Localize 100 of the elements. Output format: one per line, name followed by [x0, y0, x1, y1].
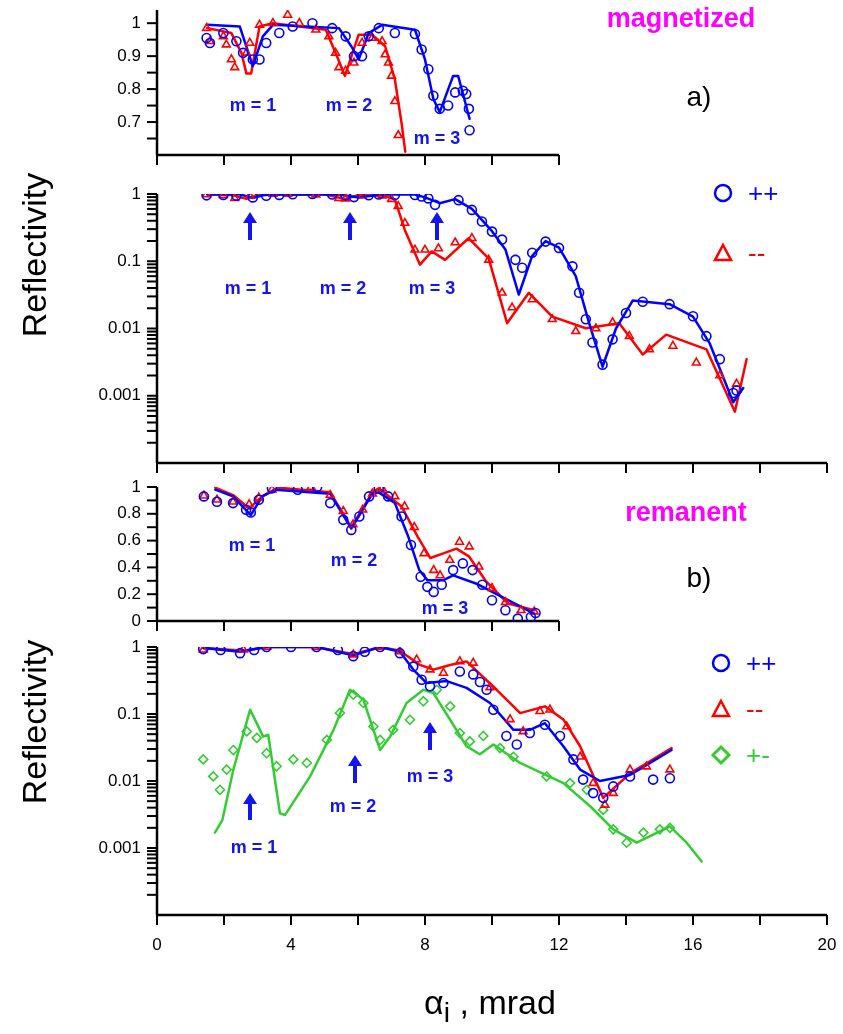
point [416, 674, 427, 685]
point [573, 287, 585, 299]
point [664, 298, 675, 310]
point [540, 236, 551, 247]
x-tick-label: 0 [152, 934, 162, 954]
point [587, 337, 598, 348]
point [457, 558, 469, 569]
point [230, 62, 240, 71]
y-tick-label: 0.01 [107, 770, 141, 790]
annotation: m = 3 [413, 128, 461, 148]
point [481, 684, 492, 696]
point [665, 764, 675, 773]
point [486, 226, 498, 237]
point [429, 199, 441, 211]
point [464, 124, 475, 136]
point [428, 90, 439, 101]
point [468, 657, 478, 666]
point [377, 36, 387, 45]
point [453, 194, 464, 206]
point [367, 488, 378, 497]
y-tick-label: 1 [131, 636, 141, 656]
point [348, 650, 359, 662]
point [450, 237, 460, 246]
point [687, 310, 699, 322]
annotation: m = 1 [229, 95, 277, 115]
point [607, 317, 618, 326]
point [467, 564, 478, 576]
point [321, 734, 333, 746]
point [467, 232, 477, 242]
point [607, 781, 619, 792]
point [608, 787, 618, 797]
y-tick-label: 0.1 [117, 250, 141, 270]
point [326, 22, 338, 34]
point [325, 489, 335, 499]
point [390, 491, 400, 500]
point [228, 744, 239, 756]
point [422, 581, 433, 593]
point [415, 571, 426, 583]
point [254, 19, 265, 28]
point [554, 730, 566, 742]
point [234, 647, 246, 659]
point [464, 736, 476, 747]
text: a) [686, 81, 712, 112]
point [467, 669, 479, 680]
y-tick-label: 0.001 [98, 837, 141, 857]
point [382, 491, 394, 502]
point [494, 742, 506, 754]
point [282, 10, 293, 18]
point [621, 837, 632, 848]
annotation: m = 3 [408, 278, 456, 298]
point [466, 204, 478, 216]
point [518, 726, 528, 735]
point [287, 21, 298, 32]
point [324, 31, 334, 40]
point [348, 50, 360, 62]
point [410, 244, 420, 253]
point [449, 87, 461, 98]
point [201, 22, 212, 32]
point [624, 771, 636, 782]
point [727, 387, 739, 399]
point [409, 28, 421, 40]
point [288, 754, 299, 765]
point [399, 501, 410, 510]
legend-label: -- [748, 237, 766, 269]
point [393, 129, 403, 139]
point [568, 754, 579, 765]
point [254, 54, 265, 65]
point [221, 39, 232, 48]
point [241, 726, 253, 737]
point [435, 570, 445, 579]
point [197, 754, 209, 765]
point [591, 323, 601, 332]
point [228, 496, 238, 505]
y-tick-label: 0.9 [117, 45, 141, 65]
point [301, 757, 313, 769]
point [483, 254, 494, 263]
point [476, 216, 488, 227]
annotation: m = 1 [224, 278, 272, 298]
point [447, 564, 459, 576]
point [404, 714, 416, 726]
point [535, 705, 545, 715]
legend-label: -- [746, 693, 764, 725]
point [524, 727, 536, 739]
point [324, 497, 336, 509]
point [575, 751, 585, 760]
point [349, 57, 359, 66]
point [245, 507, 257, 518]
point [541, 771, 552, 782]
point [358, 697, 369, 709]
point [474, 561, 484, 570]
annotation: m = 2 [330, 550, 378, 570]
point [587, 787, 599, 799]
point [218, 31, 229, 40]
x-axis-title: α$_{i}$ , mrad [424, 983, 556, 1029]
point [247, 54, 259, 65]
point [731, 378, 742, 387]
point [597, 359, 608, 370]
point [529, 606, 539, 615]
point [580, 314, 592, 325]
point [396, 511, 407, 522]
